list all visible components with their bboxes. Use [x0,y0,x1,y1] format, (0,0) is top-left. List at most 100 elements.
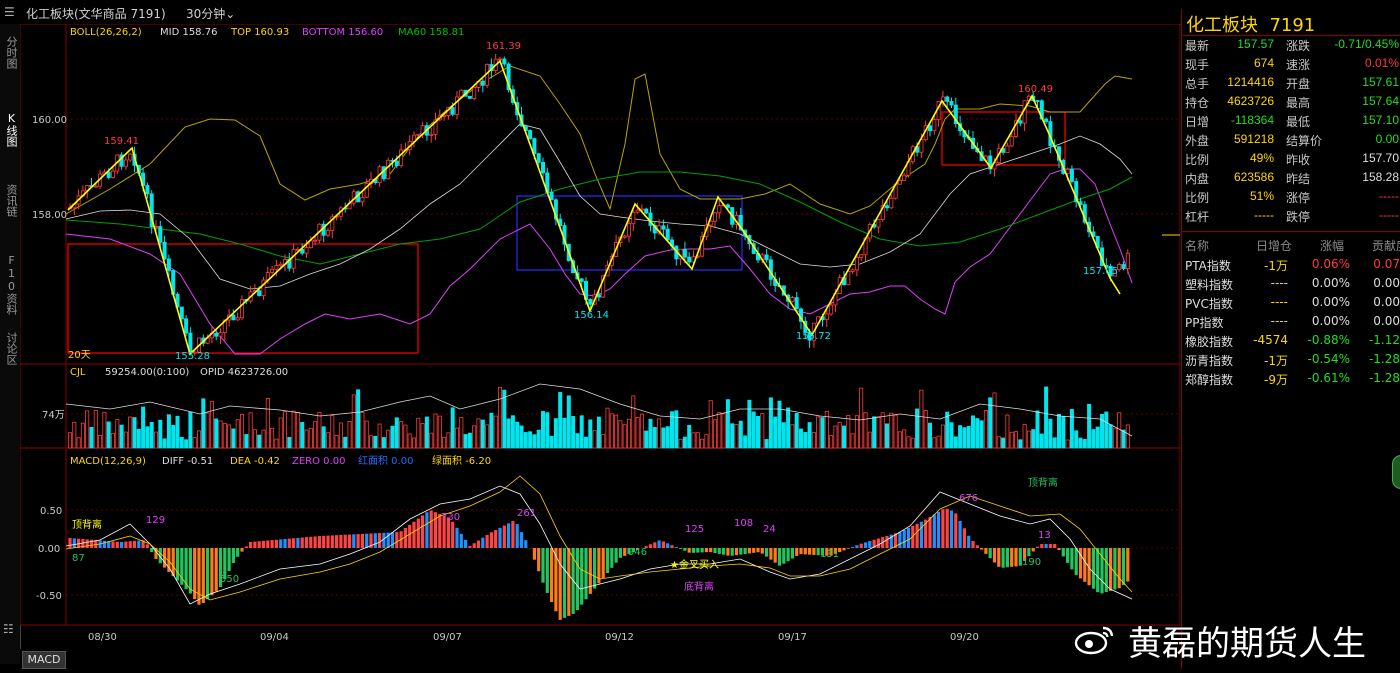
macd-tick-neg: -0.50 [36,591,62,602]
menu-icon[interactable]: ☰ [4,5,15,19]
volume-bar [751,411,756,449]
macd-bar [421,515,425,548]
macd-bar [691,548,696,553]
tab-f10[interactable]: F10资料 [5,254,18,315]
volume-bar [996,436,1001,449]
volume-bar [631,395,636,449]
tab-discuss[interactable]: 讨论区 [5,332,18,365]
macd-bar [722,548,726,555]
quote-value: 157.70 [1362,151,1399,165]
candle [270,268,275,273]
volume-bar [713,419,718,449]
chart-area[interactable]: 160.00 158.00 74万 0.50 0.00 -0.50 08/30 … [19,23,1181,664]
price-label: 160.49 [1018,84,1053,95]
quote-row: 比例 51% 涨停 ----- [1182,189,1400,208]
macd-bar [1031,548,1035,552]
index-row[interactable]: 橡胶指数 -4574 -0.88% -1.12 [1182,333,1400,352]
volume-bar [932,437,937,449]
candle [631,211,636,225]
index-cell-inc: -1万 [1264,354,1288,368]
index-row[interactable]: PTA指数 -1万 0.06% 0.07 [1182,257,1400,276]
volume-tick: 74万 [42,410,65,421]
volume-bar [799,428,804,449]
macd-bar [124,541,128,548]
index-row[interactable]: PP指数 ---- 0.00% 0.00 [1182,314,1400,333]
kline-chart-svg[interactable]: 160.00 158.00 74万 0.50 0.00 -0.50 08/30 … [19,23,1181,664]
index-row[interactable]: 塑料指数 ---- 0.00% 0.00 [1182,276,1400,295]
index-row[interactable]: PVC指数 ---- 0.00% 0.00 [1182,295,1400,314]
macd-bar [446,517,450,548]
macd-bar [704,548,708,553]
volume-bar [429,432,434,449]
macd-bar [167,548,171,572]
tab-macd[interactable]: MACD [22,651,66,669]
macd-bar [451,521,455,548]
volume-bar [837,422,842,449]
volume-bar [738,420,743,449]
macd-bar [984,548,988,554]
macd-bar [390,532,395,548]
box-label: 20天 [68,350,91,361]
volume-bar [295,411,300,449]
macd-label[interactable]: MACD(12,26,9) [70,456,146,467]
macd-bar [958,520,962,548]
macd-bar [618,548,622,558]
candle [536,153,541,163]
volume-bar [515,421,520,449]
macd-bar [962,528,966,548]
volume-bar [747,399,752,449]
quote-row: 内盘 623586 昨结 158.28 [1182,170,1400,189]
volume-bar [962,427,967,449]
boll-label[interactable]: BOLL(26,26,2) [70,27,142,38]
volume-bar [1048,418,1053,449]
macd-annotation: 730 [441,512,460,523]
candle [889,197,894,209]
tab-time-sharing[interactable]: 分时图 [5,36,18,69]
volume-bar [764,439,769,449]
volume-bar [325,432,330,449]
candle [300,248,305,254]
macd-bar [326,535,330,548]
index-row[interactable]: 沥青指数 -1万 -0.54% -1.28 [1182,352,1400,371]
vol-label[interactable]: CJL [70,367,86,378]
quote-value: ----- [1379,189,1399,203]
macd-bar [494,530,498,548]
macd-bar [997,548,1001,567]
candle [549,192,554,201]
floating-button[interactable] [1392,455,1400,489]
macd-bar [971,541,975,548]
index-row[interactable]: 郑醇指数 -9万 -0.61% -1.28 [1182,371,1400,390]
macd-red-area: 红面积 0.00 [358,454,413,467]
macd-bar [799,548,803,555]
grid-icon[interactable]: ☷ [3,622,14,636]
macd-bar [825,548,829,556]
macd-bar [408,524,412,548]
macd-bar [442,515,446,548]
quote-label: 最新 [1185,39,1210,53]
macd-bar [786,548,790,562]
volume-bar [72,421,77,449]
macd-bar [648,544,653,548]
volume-bar [1018,439,1023,449]
volume-bar [115,419,120,449]
macd-bar [1083,548,1087,582]
candle [330,216,335,231]
candle [635,209,640,213]
macd-bar [562,548,567,618]
volume-bar [614,414,619,449]
macd-bar [141,540,145,548]
candle [1069,168,1074,182]
volume-bar [437,415,442,449]
macd-bar [1091,548,1095,589]
vol-opid: OPID 4623726.00 [200,367,288,378]
tab-kline[interactable]: K线图 [5,112,18,147]
volume-bar [953,436,958,449]
period-select[interactable]: 30分钟⌄ [186,5,235,22]
quote-value: 157.64 [1362,94,1399,108]
volume-bar [123,431,128,449]
tab-news[interactable]: 资讯链 [5,184,18,217]
volume-bar [347,421,352,449]
macd-bar [365,533,369,548]
date-tick: 09/12 [605,632,634,643]
index-cell-chg: -0.61% [1307,371,1350,385]
